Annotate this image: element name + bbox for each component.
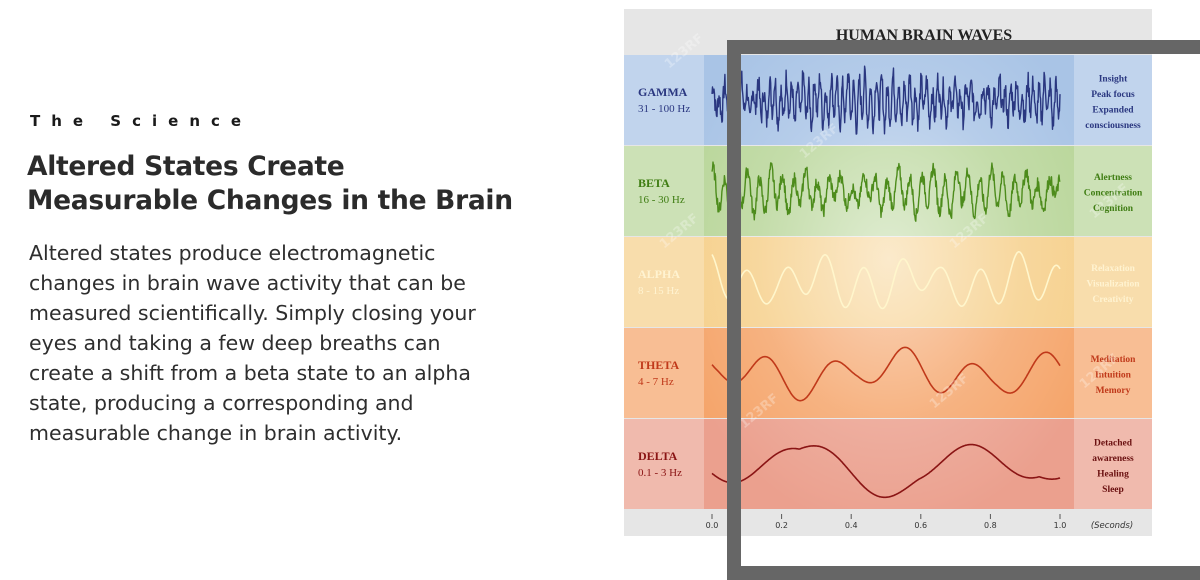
theta-name: THETA — [638, 358, 679, 372]
axis-tick-label: 1.0 — [1054, 521, 1067, 530]
delta-range: 0.1 - 3 Hz — [638, 467, 682, 479]
alpha-effect: Visualization — [1087, 280, 1141, 290]
delta-effect: Detached — [1094, 438, 1133, 448]
gamma-name: GAMMA — [638, 85, 688, 99]
alpha-name: ALPHA — [638, 267, 680, 281]
gamma-effects-panel — [1074, 55, 1152, 145]
beta-effect: Cognition — [1093, 204, 1134, 214]
brain-waves-image: HUMAN BRAIN WAVES GAMMA 31 - 100 Hz Insigh… — [624, 9, 1152, 536]
axis-tick-label: 0.2 — [775, 521, 788, 530]
axis-tick-label: 0.6 — [914, 521, 927, 530]
gamma-wave — [711, 65, 1061, 135]
diagram-title: HUMAN BRAIN WAVES — [836, 27, 1012, 44]
headline-line-2: Measurable Changes in the Brain — [27, 185, 513, 216]
beta-name: BETA — [638, 176, 670, 190]
theta-effect: Memory — [1096, 386, 1131, 396]
theta-range: 4 - 7 Hz — [638, 376, 674, 388]
center-glow — [704, 54, 1074, 509]
beta-effect: Alertness — [1094, 173, 1132, 183]
theta-effect: Meditation — [1091, 355, 1137, 365]
gamma-range: 31 - 100 Hz — [638, 103, 690, 115]
gamma-effect: Insight — [1099, 74, 1128, 84]
delta-name: DELTA — [638, 449, 678, 463]
gamma-label-panel — [624, 55, 704, 145]
axis-tick-label: 0.4 — [845, 521, 858, 530]
axis-tick-label: 0.8 — [984, 521, 997, 530]
delta-label-panel — [624, 419, 704, 509]
alpha-effect: Creativity — [1093, 295, 1134, 305]
theta-effect: Intuition — [1095, 371, 1132, 381]
gamma-effect: consciousness — [1085, 121, 1141, 131]
theta-label-panel — [624, 328, 704, 418]
alpha-wave — [711, 251, 1061, 310]
beta-wave — [711, 161, 1061, 222]
section-eyebrow: The Science — [30, 112, 253, 130]
delta-effects-panel — [1074, 419, 1152, 509]
alpha-effect: Relaxation — [1091, 264, 1136, 274]
theta-effects-panel — [1074, 328, 1152, 418]
delta-effect: awareness — [1092, 454, 1134, 464]
section-body-text: Altered states produce electromagnetic c… — [29, 241, 476, 445]
brain-waves-diagram: HUMAN BRAIN WAVES GAMMA 31 - 100 Hz Insigh… — [624, 9, 1152, 536]
alpha-label-panel — [624, 237, 704, 327]
axis-tick-label: 0.0 — [706, 521, 719, 530]
gamma-effect: Expanded — [1092, 105, 1134, 115]
theta-wave — [711, 346, 1061, 402]
beta-effect: Concentration — [1084, 189, 1143, 199]
delta-wave — [711, 443, 1061, 499]
gamma-effect: Peak focus — [1091, 90, 1135, 100]
beta-range: 16 - 30 Hz — [638, 194, 685, 206]
alpha-range: 8 - 15 Hz — [638, 285, 679, 297]
beta-effects-panel — [1074, 146, 1152, 236]
headline-line-1: Altered States Create — [27, 151, 345, 182]
decorative-frame-bottom — [727, 566, 1200, 580]
beta-label-panel — [624, 146, 704, 236]
delta-effect: Healing — [1097, 469, 1129, 479]
axis-unit-label: (Seconds) — [1091, 521, 1133, 531]
delta-effect: Sleep — [1102, 485, 1124, 495]
section-headline: Altered States Create Measurable Changes… — [27, 150, 567, 218]
alpha-effects-panel — [1074, 237, 1152, 327]
